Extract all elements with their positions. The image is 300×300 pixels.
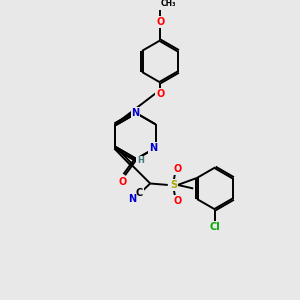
Text: H: H [137,157,144,166]
Text: O: O [174,164,182,174]
Text: O: O [174,196,182,206]
Text: O: O [119,177,127,187]
Text: N: N [131,108,140,118]
Text: S: S [170,180,177,190]
Text: N: N [128,194,136,204]
Text: CH₃: CH₃ [161,0,176,8]
Text: N: N [149,143,158,153]
Text: O: O [156,88,164,99]
Text: O: O [156,16,164,27]
Text: C: C [136,188,143,198]
Text: Cl: Cl [210,222,220,232]
